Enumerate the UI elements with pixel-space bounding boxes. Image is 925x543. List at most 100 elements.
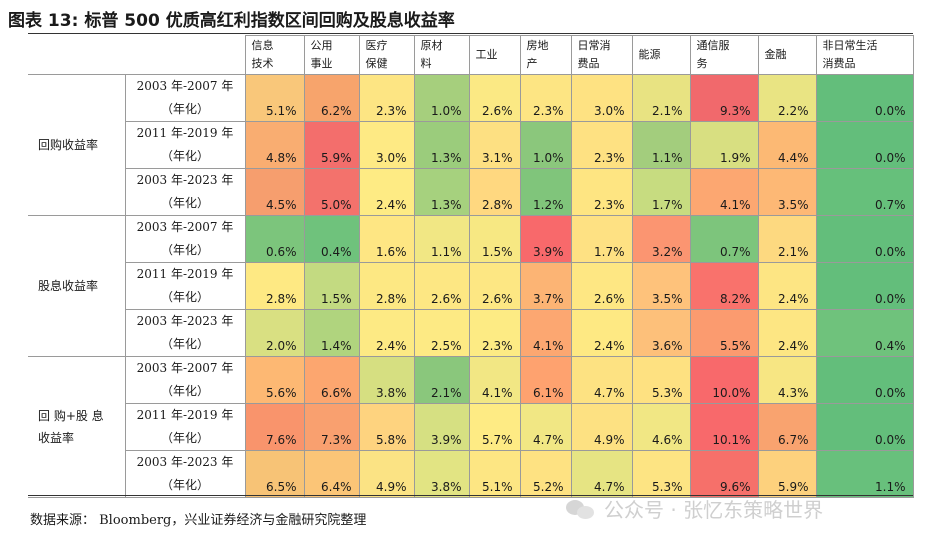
value-cell: 2.3% (570, 121, 633, 169)
value-cell: 6.2% (303, 74, 360, 122)
period-cell: 2011 年-2019 年 （年化） (124, 262, 246, 310)
value-cell: 2.6% (570, 262, 633, 310)
value-cell: 4.7% (570, 450, 633, 498)
value-cell: 1.9% (689, 121, 759, 169)
figure-number: 图表 13: (8, 11, 79, 31)
period-line: 2003 年-2007 年 (136, 79, 234, 93)
period-line: （年化） (160, 196, 209, 210)
value-cell: 2.4% (358, 309, 415, 357)
value-cell: 1.3% (413, 121, 470, 169)
value-cell: 5.1% (244, 74, 305, 122)
period-cell: 2003 年-2007 年 （年化） (124, 74, 246, 122)
group-label-line: 股息收益率 (38, 279, 99, 293)
period-line: 2011 年-2019 年 (136, 267, 234, 281)
value-cell: 0.0% (815, 262, 914, 310)
group-label: 回购收益率 (28, 74, 126, 216)
value-cell: 0.4% (303, 215, 360, 263)
value-cell: 2.6% (468, 262, 521, 310)
column-header-line: 医疗 (365, 39, 388, 52)
period-line: 2011 年-2019 年 (136, 408, 234, 422)
value-cell: 5.1% (468, 450, 521, 498)
value-cell: 1.0% (413, 74, 470, 122)
value-cell: 1.7% (631, 168, 691, 216)
period-cell: 2011 年-2019 年 （年化） (124, 403, 246, 451)
period-cell: 2003 年-2007 年 （年化） (124, 215, 246, 263)
value-cell: 6.5% (244, 450, 305, 498)
column-header: 医疗 保健 (358, 35, 415, 75)
column-header-line: 金融 (764, 48, 787, 61)
figure-title: 图表 13: 标普 500 优质高红利指数区间回购及股息收益率 (8, 6, 455, 31)
value-cell: 0.6% (244, 215, 305, 263)
value-cell: 2.8% (468, 168, 521, 216)
group-label: 股息收益率 (28, 215, 126, 357)
value-cell: 4.1% (468, 356, 521, 404)
column-header: 通信服务 (689, 35, 759, 75)
header-row: 信息 技术 公用 事业 医疗 保健 原材料工业 房地产日常消 费品 能源 通信服务金融 非日常生活 消费… (28, 35, 914, 75)
value-cell: 2.3% (570, 168, 633, 216)
value-cell: 1.4% (303, 309, 360, 357)
value-cell: 4.6% (631, 403, 691, 451)
period-line: 2003 年-2023 年 (136, 314, 234, 328)
value-cell: 3.5% (757, 168, 817, 216)
value-cell: 3.6% (631, 309, 691, 357)
value-cell: 3.8% (413, 450, 470, 498)
column-header-line: 保健 (365, 57, 388, 70)
column-header-line: 工业 (475, 48, 498, 61)
period-line: （年化） (160, 337, 209, 351)
value-cell: 1.0% (519, 121, 572, 169)
value-cell: 5.3% (631, 356, 691, 404)
value-cell: 4.7% (519, 403, 572, 451)
column-header-line: 费品 (577, 57, 600, 70)
value-cell: 5.5% (689, 309, 759, 357)
value-cell: 4.9% (570, 403, 633, 451)
value-cell: 0.7% (689, 215, 759, 263)
value-cell: 0.0% (815, 403, 914, 451)
value-cell: 5.6% (244, 356, 305, 404)
period-line: 2003 年-2007 年 (136, 220, 234, 234)
column-header: 原材料 (413, 35, 470, 75)
value-cell: 0.7% (815, 168, 914, 216)
table-row: 回购收益率 2003 年-2007 年（年化） 5.1% 6.2% 2.3% 1.0% 2.… (28, 74, 914, 216)
value-cell: 2.8% (244, 262, 305, 310)
period-cell: 2003 年-2023 年 （年化） (124, 168, 246, 216)
period-line: （年化） (160, 243, 209, 257)
column-header: 非日常生活 消费品 (815, 35, 914, 75)
period-line: （年化） (160, 431, 209, 445)
period-cell: 2011 年-2019 年 （年化） (124, 121, 246, 169)
figure-title-text: 标普 500 优质高红利指数区间回购及股息收益率 (84, 11, 455, 31)
value-cell: 7.6% (244, 403, 305, 451)
value-cell: 2.6% (468, 74, 521, 122)
period-line: 2003 年-2023 年 (136, 173, 234, 187)
value-cell: 2.1% (413, 356, 470, 404)
group-label-line: 回购收益率 (38, 138, 99, 152)
value-cell: 10.0% (689, 356, 759, 404)
value-cell: 3.9% (519, 215, 572, 263)
column-header-line: 公用 (310, 39, 333, 52)
value-cell: 2.0% (244, 309, 305, 357)
value-cell: 5.7% (468, 403, 521, 451)
value-cell: 4.1% (519, 309, 572, 357)
period-cell: 2003 年-2007 年 （年化） (124, 356, 246, 404)
value-cell: 4.1% (689, 168, 759, 216)
value-cell: 6.7% (757, 403, 817, 451)
value-cell: 3.8% (358, 356, 415, 404)
value-cell: 5.9% (757, 450, 817, 498)
value-cell: 3.1% (468, 121, 521, 169)
table-row: 股息收益率 2003 年-2007 年（年化） 0.6% 0.4% 1.6% 1.1% 1.… (28, 215, 914, 357)
value-cell: 9.3% (689, 74, 759, 122)
value-cell: 6.1% (519, 356, 572, 404)
value-cell: 1.5% (468, 215, 521, 263)
column-header-line: 消费品 (822, 57, 856, 70)
value-cell: 2.3% (519, 74, 572, 122)
value-cell: 0.0% (815, 356, 914, 404)
value-cell: 1.7% (570, 215, 633, 263)
period-line: （年化） (160, 290, 209, 304)
value-cell: 3.5% (631, 262, 691, 310)
value-cell: 2.3% (358, 74, 415, 122)
column-header-line: 务 (696, 57, 708, 70)
value-cell: 2.8% (358, 262, 415, 310)
value-cell: 2.4% (358, 168, 415, 216)
value-cell: 2.4% (570, 309, 633, 357)
value-cell: 2.1% (631, 74, 691, 122)
column-header-line: 原材 (420, 39, 443, 52)
